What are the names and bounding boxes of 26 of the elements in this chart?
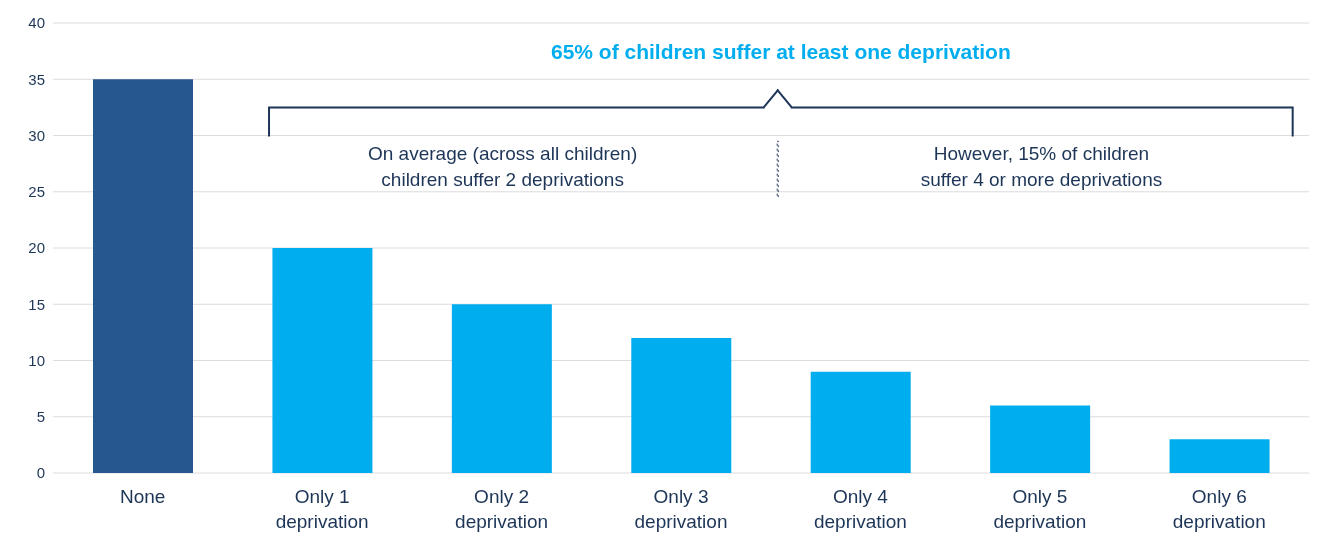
annotation: However, 15% of children suffer 4 or more deprivations bbox=[919, 142, 1164, 193]
x-tick-label: None bbox=[120, 486, 166, 507]
y-tick-label: 40 bbox=[28, 14, 45, 32]
bar bbox=[93, 79, 193, 473]
x-tick-label: Only 3 deprivation bbox=[634, 486, 728, 532]
y-tick-label: 5 bbox=[36, 408, 45, 426]
bar bbox=[810, 371, 911, 473]
y-tick-label: 10 bbox=[28, 351, 45, 369]
x-tick-label: Only 4 deprivation bbox=[813, 486, 907, 532]
bar bbox=[631, 338, 732, 473]
y-tick-label: 15 bbox=[28, 295, 45, 313]
x-tick-label: Only 6 deprivation bbox=[1172, 486, 1266, 532]
bar bbox=[451, 304, 552, 473]
y-tick-label: 0 bbox=[36, 464, 45, 482]
x-tick-label: Only 2 deprivation bbox=[455, 486, 549, 532]
annotation: 65% of children suffer at least one deprivation bbox=[549, 39, 1012, 64]
annotation: On average (across all children) children suffer 2 deprivations bbox=[367, 142, 639, 193]
y-tick-label: 20 bbox=[28, 239, 45, 257]
bar bbox=[990, 405, 1091, 473]
y-tick-label: 30 bbox=[28, 126, 45, 144]
x-tick-label: Only 5 deprivation bbox=[993, 486, 1087, 532]
bar bbox=[272, 248, 373, 473]
y-tick-label: 35 bbox=[28, 70, 45, 88]
bar bbox=[1169, 439, 1270, 473]
x-tick-label: Only 1 deprivation bbox=[275, 486, 369, 532]
y-tick-label: 25 bbox=[28, 183, 45, 201]
